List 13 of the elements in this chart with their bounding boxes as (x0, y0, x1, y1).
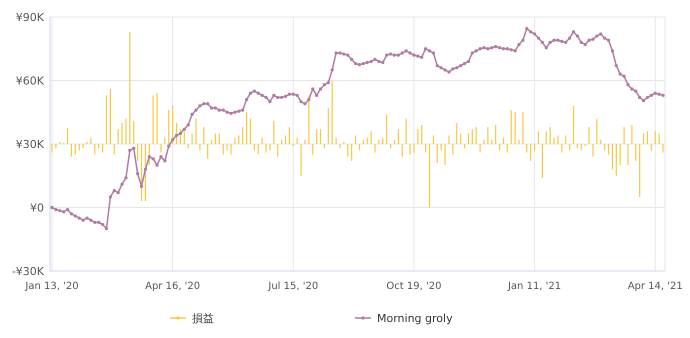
legend-label: 損益 (192, 312, 214, 325)
x-tick-label: Oct 19, '20 (386, 281, 442, 292)
y-tick-label: ¥90K (16, 11, 45, 24)
x-tick-label: Apr 14, '21 (628, 281, 683, 292)
y-tick-label: ¥60K (16, 74, 45, 88)
x-tick-label: Apr 16, '20 (145, 281, 200, 292)
x-tick-label: Jan 11, '21 (506, 281, 562, 292)
y-tick-label: ¥0 (30, 202, 44, 214)
y-tick-label: -¥30K (12, 265, 45, 278)
x-tick-label: Jul 15, '20 (267, 281, 318, 292)
y-tick-label: ¥30K (16, 138, 45, 151)
x-tick-label: Jan 13, '20 (24, 281, 79, 292)
legend-label: Morning groly (377, 312, 454, 325)
